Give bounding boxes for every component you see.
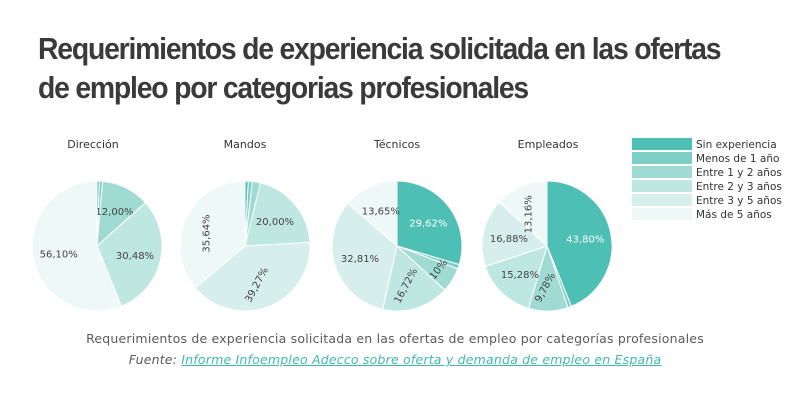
legend-swatch-1 xyxy=(632,138,692,150)
pie-slice-4-6 xyxy=(498,180,548,248)
pie-label-2-6: 35,64% xyxy=(202,214,213,252)
chart-title-line-2: de empleo por categorias profesionales xyxy=(38,71,529,105)
pie-slice-2-6 xyxy=(179,180,246,289)
pie-title-4: Empleados xyxy=(518,138,579,151)
figure-caption: Requerimientos de experiencia solicitada… xyxy=(86,331,704,346)
pie-title-3: Técnicos xyxy=(373,138,420,151)
legend-swatch-6 xyxy=(632,208,692,220)
pie-slice-1-6 xyxy=(31,180,122,312)
pie-label-4-4: 15,28% xyxy=(501,270,539,281)
legend-label-6: Más de 5 años xyxy=(696,209,772,221)
legend-label-1: Sin experiencia xyxy=(696,139,777,151)
legend-swatch-5 xyxy=(632,194,692,206)
legend-swatch-4 xyxy=(632,180,692,192)
pie-slice-4-5 xyxy=(481,201,548,268)
pie-label-3-5: 32,81% xyxy=(341,254,379,265)
pie-label-1-4: 30,48% xyxy=(116,251,154,262)
pie-charts: Dirección 12,00% 30,48% 56,10% Mandos 20,00% 3… xyxy=(31,138,782,312)
pie-label-4-5: 16,88% xyxy=(490,234,528,245)
chart-title-line-1: Requerimientos de experiencia solicitada… xyxy=(38,32,722,66)
pie-slice-3-6 xyxy=(347,180,398,248)
pie-label-1-3: 12,00% xyxy=(95,207,133,218)
source-prefix: Fuente: xyxy=(128,352,178,367)
pie-slice-2-5 xyxy=(194,241,311,312)
figure-source: Fuente: Informe Infoempleo Adecco sobre … xyxy=(0,352,790,367)
pie-label-3-6: 13,65% xyxy=(362,207,400,218)
pie-label-1-6: 56,10% xyxy=(40,249,78,260)
source-link[interactable]: Informe Infoempleo Adecco sobre oferta y… xyxy=(181,352,662,367)
pie-title-1: Dirección xyxy=(67,138,118,151)
pie-slice-4-1 xyxy=(546,180,613,307)
pie-label-4-6: 13,16% xyxy=(523,195,534,233)
legend-label-5: Entre 3 y 5 años xyxy=(696,195,782,207)
pie-slice-1-4 xyxy=(96,202,163,307)
pie-slice-2-4 xyxy=(244,182,311,247)
legend-swatch-3 xyxy=(632,166,692,178)
legend-label-3: Entre 1 y 2 años xyxy=(696,167,782,179)
legend-label-4: Entre 2 y 3 años xyxy=(696,181,782,193)
pie-label-4-1: 43,80% xyxy=(566,235,604,246)
pie-slice-3-4 xyxy=(382,245,446,312)
pie-title-2: Mandos xyxy=(224,138,267,151)
legend-label-2: Menos de 1 año xyxy=(696,153,779,165)
pie-slice-3-1 xyxy=(396,180,463,266)
chart-title: Requerimientos de experiencia solicitada… xyxy=(38,30,726,108)
pie-label-3-1: 29,62% xyxy=(409,219,447,230)
pie-slice-3-5 xyxy=(331,202,398,310)
pie-label-2-4: 20,00% xyxy=(256,217,294,228)
legend-swatch-2 xyxy=(632,152,692,164)
